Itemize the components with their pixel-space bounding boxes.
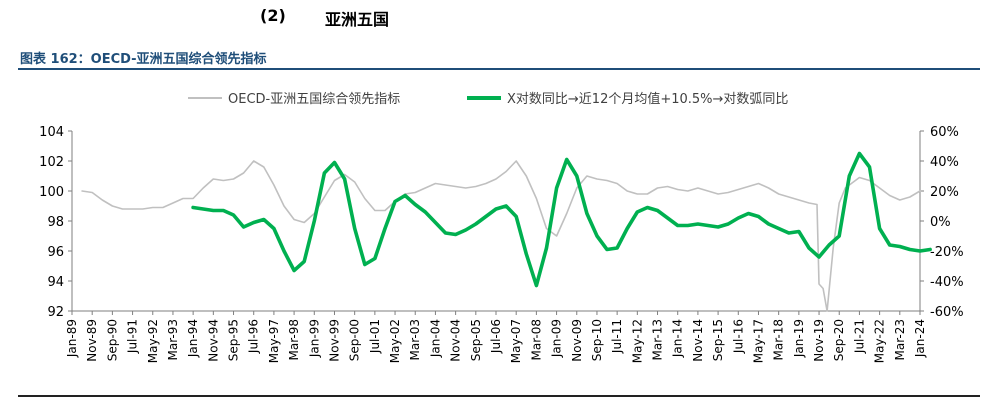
- x-tick-label: Nov-99: [327, 319, 341, 362]
- x-tick-label: Sep-20: [832, 319, 846, 361]
- x-tick-label: Nov-89: [85, 319, 99, 362]
- legend-label-oecd: OECD-亚洲五国综合领先指标: [228, 92, 400, 107]
- chart-axes: 92 94 96 98 100 102 104 -60% -40% -20% 0% 20% 40% 60%…: [39, 125, 963, 363]
- x-tick-label: Jan-94: [186, 319, 200, 358]
- y-right-tick-label: -20%: [930, 245, 964, 260]
- y-left-tick-label: 96: [47, 245, 64, 260]
- x-tick-label: Jul-01: [368, 319, 382, 354]
- x-tick-label: Jul-16: [731, 319, 745, 354]
- x-tick-label: Jan-24: [913, 319, 927, 358]
- y-left-tick-label: 104: [39, 125, 64, 140]
- x-tick-label: May-17: [751, 319, 765, 363]
- legend-label-yoy: X对数同比→近12个月均值+10.5%→对数弧同比: [507, 91, 788, 107]
- y-right-tick-label: -40%: [930, 275, 964, 290]
- x-tick-label: Sep-90: [105, 319, 119, 361]
- x-tick-label: Sep-00: [348, 319, 362, 361]
- y-right-tick-label: 60%: [930, 125, 959, 140]
- x-tick-label: Sep-95: [227, 319, 241, 361]
- y-right-tick-label: -60%: [930, 305, 964, 320]
- x-tick-label: Jan-19: [792, 319, 806, 358]
- chart-legend: OECD-亚洲五国综合领先指标 X对数同比→近12个月均值+10.5%→对数弧同…: [188, 91, 788, 107]
- x-tick-label: Nov-09: [570, 319, 584, 362]
- x-tick-label: Sep-05: [469, 319, 483, 361]
- y-left-tick-label: 98: [47, 215, 64, 230]
- y-left-tick-label: 100: [39, 185, 64, 200]
- section-title: 亚洲五国: [325, 10, 390, 29]
- section-number: (2): [260, 6, 286, 25]
- x-tick-label: Jan-04: [428, 319, 442, 358]
- x-tick-label: Jan-99: [307, 319, 321, 358]
- x-tick-label: Jan-09: [550, 319, 564, 358]
- bottom-rule: [18, 395, 980, 397]
- line-chart: OECD-亚洲五国综合领先指标 X对数同比→近12个月均值+10.5%→对数弧同…: [39, 91, 963, 363]
- x-tick-label: Mar-13: [651, 319, 665, 360]
- x-tick-label: Nov-04: [449, 319, 463, 362]
- x-tick-label: Jul-11: [610, 319, 624, 354]
- x-tick-label: May-07: [509, 319, 523, 363]
- y-left-tick-label: 102: [39, 155, 64, 170]
- x-tick-label: Mar-98: [287, 319, 301, 360]
- x-tick-label: May-02: [388, 319, 402, 363]
- x-tick-label: May-12: [630, 319, 644, 363]
- x-tick-label: Mar-18: [772, 319, 786, 360]
- x-tick-label: Mar-08: [529, 319, 543, 360]
- x-tick-label: Jan-14: [671, 319, 685, 358]
- x-tick-label: Mar-23: [893, 319, 907, 360]
- x-tick-label: May-92: [146, 319, 160, 363]
- x-tick-label: Nov-14: [691, 319, 705, 362]
- x-tick-label: Mar-93: [166, 319, 180, 360]
- x-tick-label: Sep-15: [711, 319, 725, 361]
- y-left-tick-label: 92: [47, 305, 64, 320]
- x-tick-label: May-22: [873, 319, 887, 363]
- y-right-tick-label: 20%: [930, 185, 959, 200]
- figure-title: 图表 162：OECD-亚洲五国综合领先指标: [20, 52, 267, 67]
- series-line-yoy: [191, 151, 932, 288]
- x-tick-label: Mar-03: [408, 319, 422, 360]
- y-right-tick-label: 40%: [930, 155, 959, 170]
- x-tick-label: Sep-10: [590, 319, 604, 361]
- x-tick-label: Jul-96: [247, 319, 261, 354]
- x-tick-label: Nov-19: [812, 319, 826, 362]
- x-tick-label: Jul-21: [852, 319, 866, 354]
- x-tick-label: May-97: [267, 319, 281, 363]
- y-right-tick-label: 0%: [930, 215, 951, 230]
- x-tick-label: Jul-06: [489, 319, 503, 354]
- x-tick-label: Nov-94: [206, 319, 220, 362]
- title-rule: [18, 68, 980, 70]
- section-heading: (2) 亚洲五国: [0, 6, 985, 30]
- x-tick-label: Jul-91: [126, 319, 140, 354]
- chart-series: [81, 151, 932, 312]
- y-left-tick-label: 94: [47, 275, 64, 290]
- x-tick-label: Jan-89: [65, 319, 79, 358]
- series-line-oecd: [81, 160, 921, 312]
